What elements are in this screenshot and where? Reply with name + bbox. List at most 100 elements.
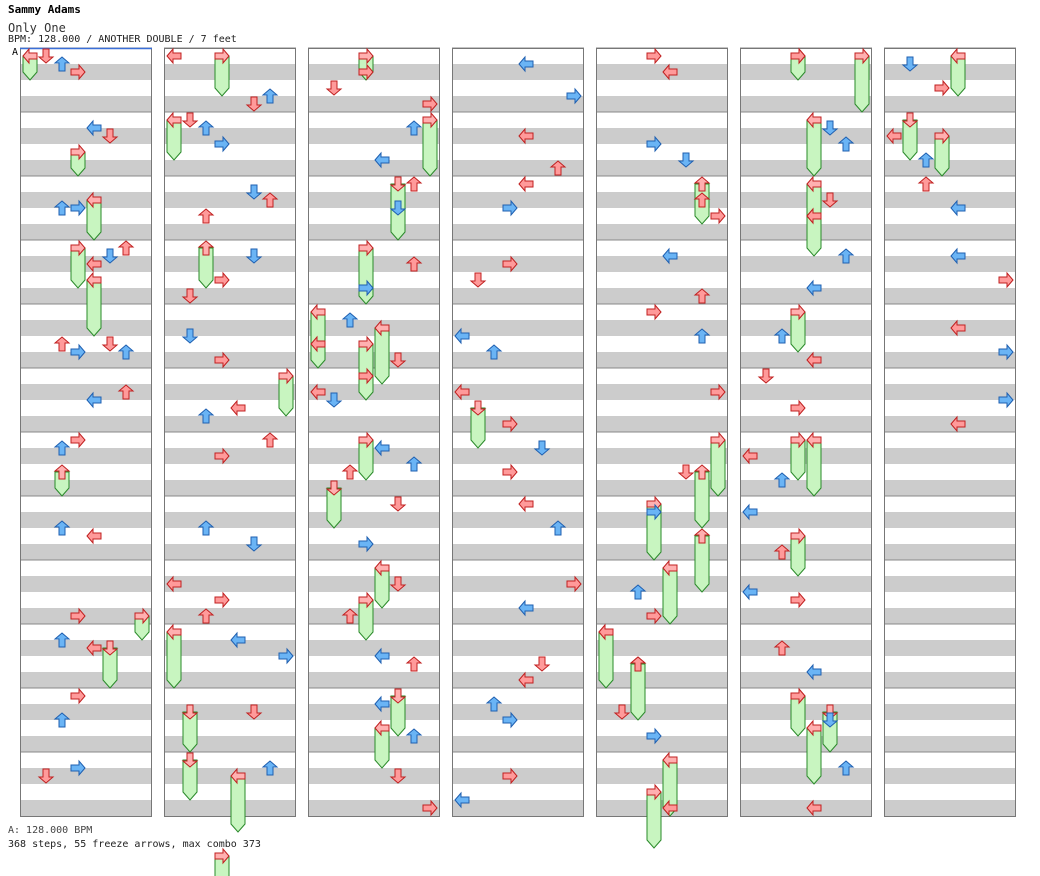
step-arrow-right — [502, 767, 518, 785]
freeze-head-arrow — [70, 143, 86, 161]
freeze-head-arrow — [854, 47, 870, 65]
beat-stripe — [596, 352, 728, 368]
step-arrow-left — [86, 527, 102, 545]
beat-stripe — [164, 112, 296, 128]
step-arrow-right — [934, 79, 950, 97]
beat-stripe — [308, 448, 440, 464]
step-arrow-up — [837, 248, 855, 264]
freeze-arrow — [198, 247, 214, 289]
beat-stripe — [596, 320, 728, 336]
beat-stripe — [308, 80, 440, 96]
beat-stripe — [308, 176, 440, 192]
freeze-head-arrow — [374, 719, 390, 737]
freeze-arrow — [374, 727, 390, 769]
step-arrow-down — [101, 128, 119, 144]
beat-stripe — [20, 784, 152, 800]
beat-stripe — [740, 416, 872, 432]
beat-stripe — [740, 784, 872, 800]
step-arrow-left — [806, 351, 822, 369]
beat-stripe — [164, 624, 296, 640]
step-arrow-right — [998, 391, 1014, 409]
step-arrow-down — [37, 48, 55, 64]
beat-stripe — [20, 368, 152, 384]
step-arrow-right — [998, 343, 1014, 361]
step-arrow-left — [230, 399, 246, 417]
freeze-arrow — [102, 647, 118, 689]
freeze-arrow — [182, 711, 198, 753]
step-arrow-down — [245, 184, 263, 200]
beat-stripe — [452, 96, 584, 112]
beat-stripe — [20, 656, 152, 672]
step-arrow-right — [422, 799, 438, 817]
beat-stripe — [452, 192, 584, 208]
step-arrow-right — [646, 727, 662, 745]
freeze-arrow — [166, 631, 182, 689]
freeze-head-arrow — [422, 111, 438, 129]
beat-stripe — [740, 704, 872, 720]
freeze-head-arrow — [358, 239, 374, 257]
step-arrow-down — [677, 152, 695, 168]
freeze-arrow — [694, 471, 710, 529]
beat-stripe — [452, 48, 584, 64]
step-arrow-left — [166, 47, 182, 65]
beat-stripe — [308, 608, 440, 624]
step-arrow-up — [341, 312, 359, 328]
beat-stripe — [308, 640, 440, 656]
beat-stripe — [884, 624, 1016, 640]
step-arrow-right — [502, 415, 518, 433]
step-arrow-up — [261, 760, 279, 776]
freeze-head-arrow — [181, 704, 199, 720]
step-arrow-down — [181, 288, 199, 304]
beat-stripe — [20, 224, 152, 240]
step-arrow-up — [549, 160, 567, 176]
step-arrow-left — [518, 127, 534, 145]
beat-stripe — [740, 800, 872, 816]
beat-stripe — [596, 384, 728, 400]
column-border — [164, 48, 296, 817]
beat-stripe — [308, 336, 440, 352]
beat-stripe — [164, 416, 296, 432]
beat-stripe — [740, 112, 872, 128]
beat-stripe — [308, 352, 440, 368]
freeze-head-arrow — [278, 367, 294, 385]
step-arrow-left — [374, 647, 390, 665]
step-arrow-down — [389, 496, 407, 512]
freeze-arrow — [374, 327, 390, 385]
freeze-head-arrow — [374, 319, 390, 337]
beat-stripe — [308, 528, 440, 544]
beat-stripe — [20, 736, 152, 752]
beat-stripe — [308, 304, 440, 320]
beat-stripe — [452, 544, 584, 560]
step-arrow-right — [358, 279, 374, 297]
step-arrow-up — [405, 120, 423, 136]
step-arrow-up — [837, 760, 855, 776]
beat-stripe — [884, 96, 1016, 112]
step-arrow-left — [230, 631, 246, 649]
step-arrow-left — [598, 623, 614, 641]
beat-stripe — [452, 496, 584, 512]
beat-stripe — [884, 224, 1016, 240]
freeze-head-arrow — [358, 591, 374, 609]
song-title: Only One — [8, 21, 66, 35]
beat-stripe — [884, 48, 1016, 64]
beat-stripe — [308, 592, 440, 608]
freeze-head-arrow — [230, 767, 246, 785]
freeze-head-arrow — [469, 400, 487, 416]
beat-stripe — [20, 272, 152, 288]
freeze-arrow — [470, 407, 486, 449]
step-arrow-right — [278, 647, 294, 665]
beat-stripe — [452, 576, 584, 592]
step-arrow-left — [374, 695, 390, 713]
beat-stripe — [884, 464, 1016, 480]
beat-stripe — [164, 192, 296, 208]
song-artist: Sammy Adams — [8, 3, 81, 16]
step-arrow-left — [742, 583, 758, 601]
beat-stripe — [308, 272, 440, 288]
step-arrow-up — [485, 344, 503, 360]
beat-stripe — [596, 608, 728, 624]
freeze-arrow — [166, 119, 182, 161]
step-arrow-left — [806, 207, 822, 225]
step-arrow-left — [742, 503, 758, 521]
beat-stripe — [164, 48, 296, 64]
freeze-head-arrow — [358, 335, 374, 353]
